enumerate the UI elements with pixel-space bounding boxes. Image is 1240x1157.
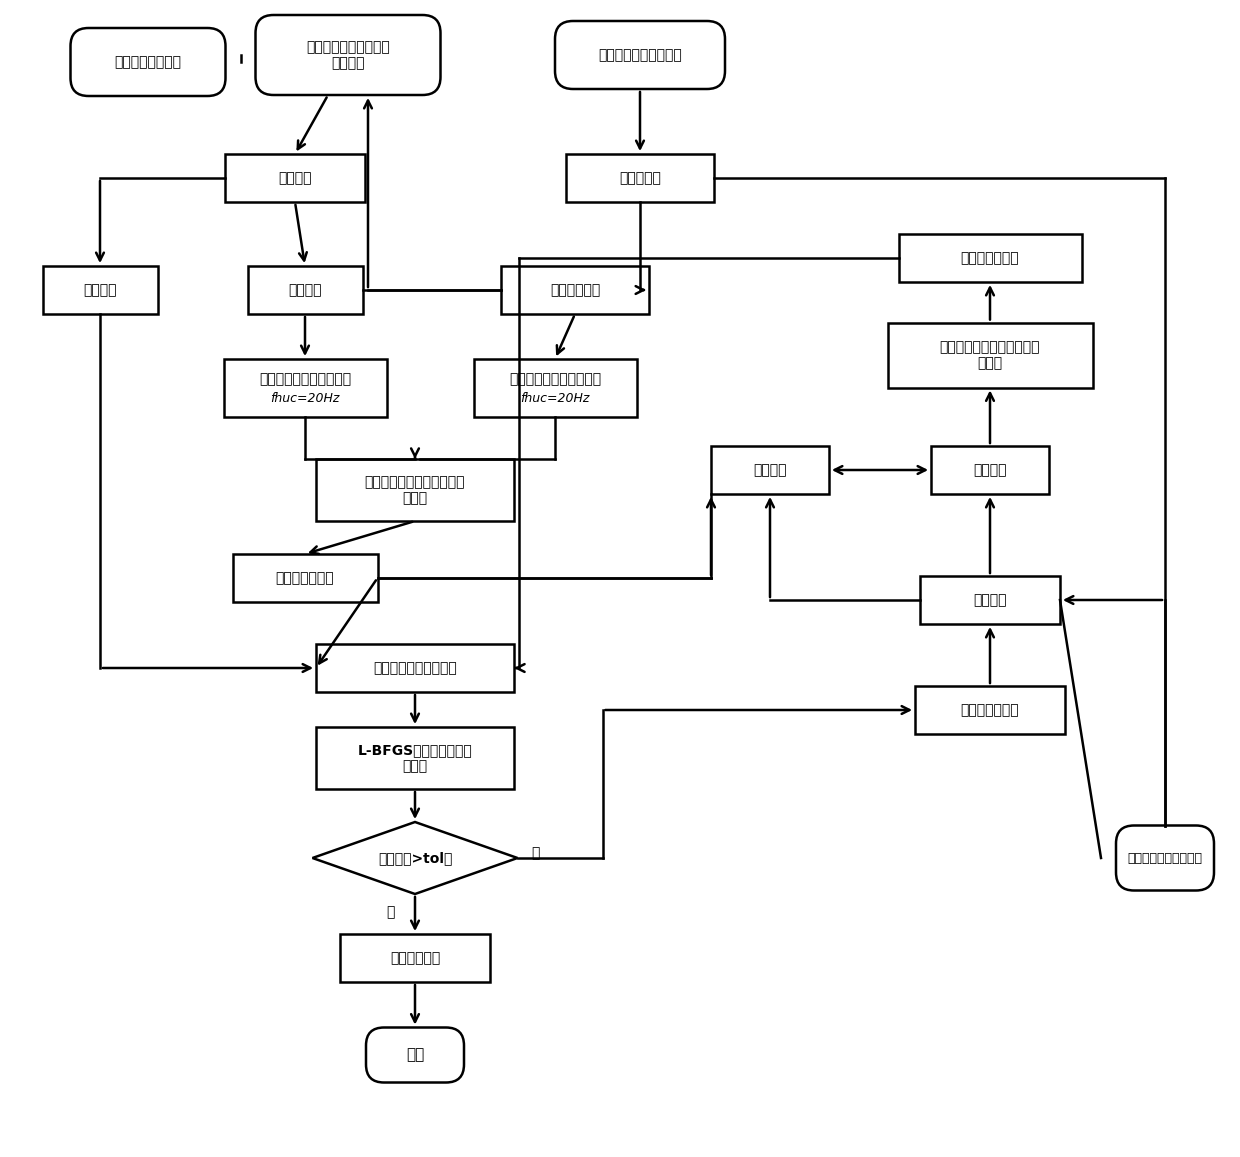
Text: 反演精度>tol？: 反演精度>tol？ [378, 852, 453, 865]
FancyBboxPatch shape [366, 1027, 464, 1083]
Text: 输入采集到的观测记录: 输入采集到的观测记录 [598, 47, 682, 62]
Text: 模拟记录: 模拟记录 [288, 283, 321, 297]
Bar [474, 359, 636, 417]
Bar [42, 266, 157, 314]
Bar [340, 934, 490, 982]
Text: 对观测记录进行低通滤波: 对观测记录进行低通滤波 [508, 373, 601, 386]
Bar [711, 445, 830, 494]
Text: 是: 是 [386, 905, 394, 919]
Text: 模拟记录: 模拟记录 [973, 463, 1007, 477]
Text: L-BFGS优化算法更新模
型速度: L-BFGS优化算法更新模 型速度 [357, 743, 472, 773]
Bar [223, 359, 387, 417]
Text: 结束: 结束 [405, 1047, 424, 1062]
FancyBboxPatch shape [556, 21, 725, 89]
Bar [316, 459, 515, 521]
Text: 正演模拟: 正演模拟 [278, 171, 311, 185]
FancyBboxPatch shape [1116, 825, 1214, 891]
Text: fhuc=20Hz: fhuc=20Hz [270, 392, 340, 405]
Text: 数据预处理: 数据预处理 [619, 171, 661, 185]
Text: 正演模拟: 正演模拟 [973, 594, 1007, 607]
Text: 否: 否 [531, 846, 539, 860]
Bar [224, 154, 365, 202]
Text: 最终反演结果: 最终反演结果 [389, 951, 440, 965]
Bar [501, 266, 649, 314]
Bar [248, 266, 362, 314]
Text: 低频段反演结果: 低频段反演结果 [961, 703, 1019, 717]
Bar [920, 576, 1060, 624]
Bar [899, 234, 1081, 282]
Bar [316, 727, 515, 789]
Text: 经过预处理的观测记录: 经过预处理的观测记录 [1127, 852, 1203, 864]
Text: 低频段反传波场: 低频段反传波场 [275, 572, 335, 585]
Text: 零延迟互相关计算梯度: 零延迟互相关计算梯度 [373, 661, 456, 675]
Text: 低频段零均值归一化互相关
伴随源: 低频段零均值归一化互相关 伴随源 [365, 474, 465, 506]
Text: 对模拟记录进行低通滤波: 对模拟记录进行低通滤波 [259, 373, 351, 386]
FancyBboxPatch shape [255, 15, 440, 95]
Text: 全频段零均值归一化互相关
伴随源: 全频段零均值归一化互相关 伴随源 [940, 340, 1040, 370]
Bar [316, 644, 515, 692]
Bar [233, 554, 377, 602]
Text: 震源子波估计: 震源子波估计 [549, 283, 600, 297]
Text: 输入初始速度模型: 输入初始速度模型 [114, 56, 181, 69]
Text: 正传波场: 正传波场 [83, 283, 117, 297]
Text: 正传波场: 正传波场 [753, 463, 786, 477]
Text: fhuc=20Hz: fhuc=20Hz [521, 392, 590, 405]
Bar [931, 445, 1049, 494]
FancyBboxPatch shape [71, 28, 226, 96]
Bar [565, 154, 714, 202]
Text: 输入时间域全波形反演
相关参数: 输入时间域全波形反演 相关参数 [306, 39, 389, 71]
Text: 全频段反传波场: 全频段反传波场 [961, 251, 1019, 265]
Bar [915, 686, 1065, 734]
Polygon shape [312, 821, 517, 894]
Bar [888, 323, 1092, 388]
